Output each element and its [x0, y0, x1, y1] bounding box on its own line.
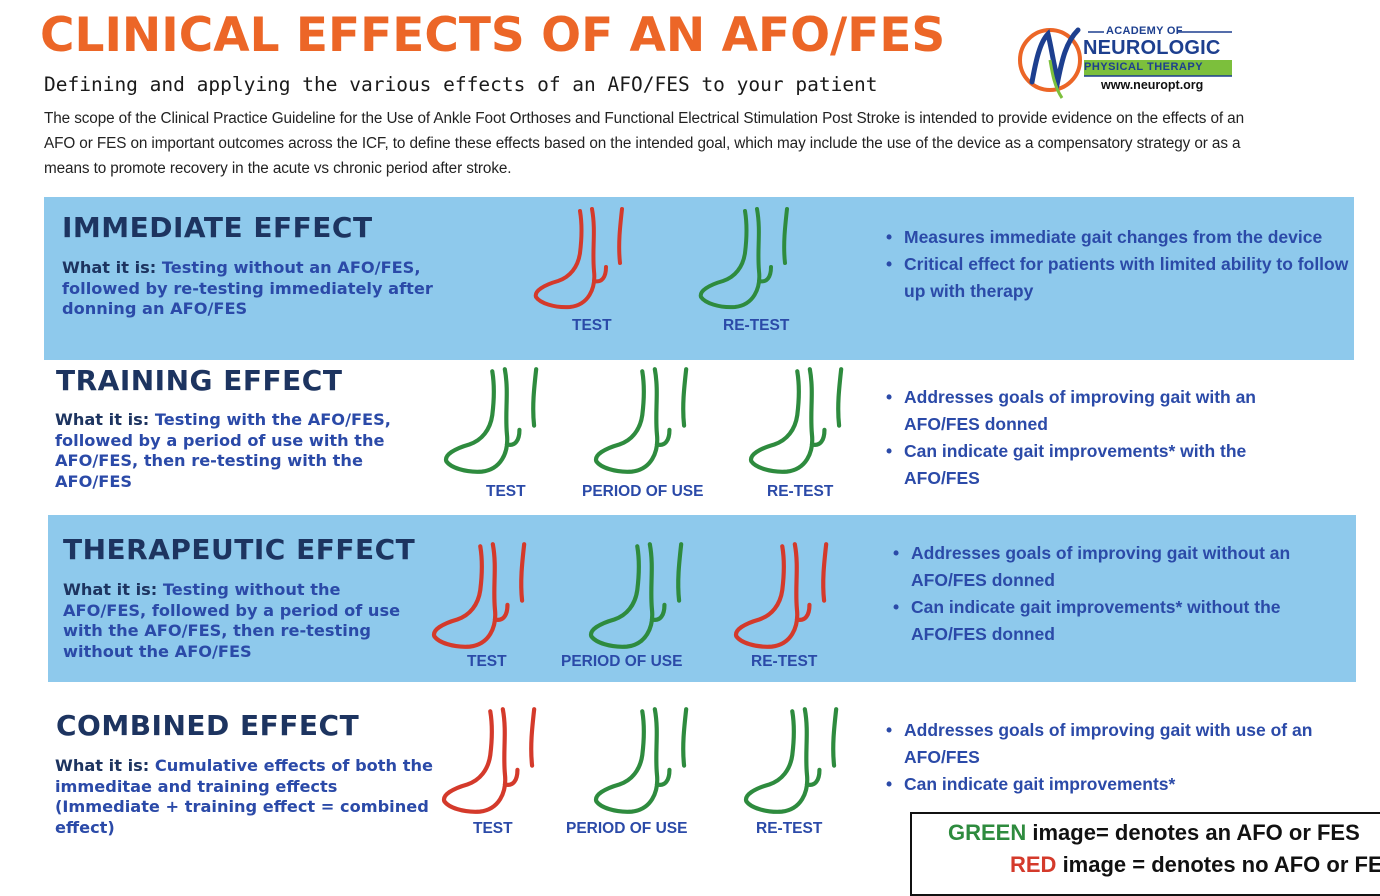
what-it-is-immediate: What it is: Testing without an AFO/FES, …: [62, 258, 482, 320]
foot-caption-retest: RE-TEST: [751, 653, 818, 670]
what-it-is-text: Testing without an AFO/FES, followed by …: [62, 258, 433, 318]
foot-caption-period-of-use: PERIOD OF USE: [566, 820, 688, 837]
foot-outline-icon: [441, 707, 537, 814]
bullet-item: Can indicate gait improvements* without …: [893, 594, 1343, 648]
foot-caption-retest: RE-TEST: [756, 820, 823, 837]
bullets-therapeutic: Addresses goals of improving gait withou…: [893, 540, 1343, 648]
bullets-combined: Addresses goals of improving gait with u…: [886, 717, 1326, 798]
section-title-therapeutic: THERAPEUTIC EFFECT: [63, 533, 416, 566]
intro-paragraph: The scope of the Clinical Practice Guide…: [44, 110, 1244, 177]
foot-caption-period-of-use: PERIOD OF USE: [561, 653, 683, 670]
what-it-is-text: Cumulative effects of both the immeditae…: [55, 756, 433, 837]
bullet-item: Measures immediate gait changes from the…: [886, 224, 1356, 251]
academy-logo: ACADEMY OF NEUROLOGIC PHYSICAL THERAPY w…: [1018, 20, 1238, 100]
foot-outline-icon: [588, 542, 684, 649]
what-it-is-label: What it is:: [55, 756, 150, 775]
foot-outline-icon: [733, 542, 829, 649]
bullet-item: Can indicate gait improvements*: [886, 771, 1326, 798]
logo-url: www.neuropt.org: [1101, 78, 1204, 92]
section-title-immediate: IMMEDIATE EFFECT: [62, 211, 373, 244]
page-subtitle: Defining and applying the various effect…: [44, 73, 878, 96]
page-title: CLINICAL EFFECTS OF AN AFO/FES: [40, 8, 946, 63]
foot-outline-icon: [748, 367, 844, 474]
foot-caption-retest: RE-TEST: [723, 317, 790, 334]
logo-emblem-icon: [1018, 27, 1232, 99]
what-it-is-combined: What it is: Cumulative effects of both t…: [55, 756, 435, 838]
bullets-training: Addresses goals of improving gait with a…: [886, 384, 1326, 492]
foot-caption-test: TEST: [486, 483, 526, 500]
foot-outline-icon: [533, 207, 624, 310]
foot-outline-icon: [593, 367, 689, 474]
foot-icon: [438, 705, 553, 820]
foot-icon: [730, 540, 845, 655]
section-title-training: TRAINING EFFECT: [56, 364, 343, 397]
what-it-is-label: What it is:: [62, 258, 157, 277]
foot-caption-period-of-use: PERIOD OF USE: [582, 483, 704, 500]
what-it-is-label: What it is:: [55, 410, 150, 429]
foot-outline-icon: [593, 707, 689, 814]
legend-red-row: RED image = denotes no AFO or FES: [1010, 852, 1380, 878]
foot-icon: [590, 365, 705, 480]
legend-red-text: image = denotes no AFO or FES: [1056, 852, 1380, 877]
foot-outline-icon: [443, 367, 539, 474]
foot-icon: [740, 705, 855, 820]
foot-icon: [440, 365, 555, 480]
bullet-item: Addresses goals of improving gait withou…: [893, 540, 1343, 594]
foot-icon: [695, 205, 805, 315]
logo-line-main: NEUROLOGIC: [1083, 37, 1221, 59]
legend-green-row: GREEN image= denotes an AFO or FES: [948, 820, 1360, 846]
foot-icon: [745, 365, 860, 480]
what-it-is-text: Testing without the AFO/FES, followed by…: [63, 580, 401, 661]
foot-icon: [428, 540, 543, 655]
foot-caption-test: TEST: [473, 820, 513, 837]
what-it-is-text: Testing with the AFO/FES, followed by a …: [55, 410, 391, 491]
foot-outline-icon: [431, 542, 527, 649]
what-it-is-label: What it is:: [63, 580, 158, 599]
foot-outline-icon: [743, 707, 839, 814]
logo-line-top: ACADEMY OF: [1106, 25, 1183, 37]
section-title-combined: COMBINED EFFECT: [56, 709, 360, 742]
foot-icon: [530, 205, 640, 315]
bullet-item: Addresses goals of improving gait with u…: [886, 717, 1326, 771]
legend-green-text: image= denotes an AFO or FES: [1026, 820, 1360, 845]
what-it-is-therapeutic: What it is: Testing without the AFO/FES,…: [63, 580, 413, 662]
foot-icon: [590, 705, 705, 820]
bullet-item: Addresses goals of improving gait with a…: [886, 384, 1326, 438]
foot-outline-icon: [698, 207, 789, 310]
logo-line-sub: PHYSICAL THERAPY: [1084, 61, 1204, 73]
foot-caption-test: TEST: [572, 317, 612, 334]
bullet-item: Can indicate gait improvements* with the…: [886, 438, 1326, 492]
foot-icon: [585, 540, 700, 655]
color-legend: GREEN image= denotes an AFO or FES RED i…: [910, 812, 1380, 896]
legend-green-word: GREEN: [948, 820, 1027, 845]
foot-caption-retest: RE-TEST: [767, 483, 834, 500]
legend-red-word: RED: [1010, 852, 1057, 877]
bullets-immediate: Measures immediate gait changes from the…: [886, 224, 1356, 305]
foot-caption-test: TEST: [467, 653, 507, 670]
bullet-item: Critical effect for patients with limite…: [886, 251, 1356, 305]
what-it-is-training: What it is: Testing with the AFO/FES, fo…: [55, 410, 435, 492]
